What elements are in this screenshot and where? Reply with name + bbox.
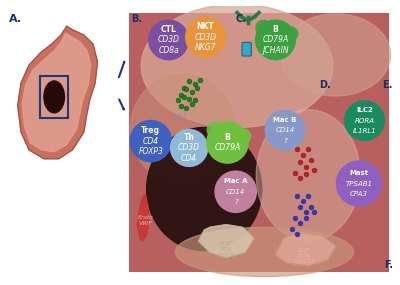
Circle shape (260, 41, 272, 52)
Circle shape (273, 21, 288, 36)
Circle shape (236, 129, 252, 144)
Polygon shape (199, 225, 254, 257)
Circle shape (214, 170, 257, 213)
Text: CTL: CTL (161, 25, 176, 34)
Circle shape (225, 123, 240, 138)
Text: Mac A: Mac A (224, 178, 248, 184)
Text: CPA3: CPA3 (350, 191, 368, 197)
Ellipse shape (130, 74, 234, 184)
Circle shape (264, 110, 306, 151)
Text: B: B (272, 25, 278, 34)
Ellipse shape (141, 4, 333, 127)
Text: Mac B: Mac B (273, 117, 297, 123)
Text: CD14: CD14 (276, 127, 295, 133)
Circle shape (208, 129, 224, 145)
Text: CD4: CD4 (181, 154, 197, 163)
Text: E.: E. (382, 80, 393, 89)
Text: ILC2: ILC2 (356, 107, 373, 113)
Text: CD3D: CD3D (178, 143, 200, 152)
Circle shape (228, 147, 240, 159)
Text: RORA: RORA (354, 118, 374, 124)
Circle shape (336, 160, 382, 207)
Circle shape (206, 121, 224, 138)
Circle shape (256, 27, 272, 42)
Polygon shape (18, 26, 98, 159)
Text: D.: D. (319, 80, 331, 89)
Text: iCAF
DCN
CXCL12: iCAF DCN CXCL12 (294, 248, 315, 264)
Circle shape (255, 19, 296, 60)
Text: CD8a: CD8a (158, 46, 179, 55)
Text: FOXP3: FOXP3 (138, 147, 163, 156)
Text: CD3D: CD3D (158, 35, 180, 44)
Ellipse shape (256, 110, 360, 241)
Text: Endo
VWF: Endo VWF (137, 215, 153, 226)
Circle shape (206, 121, 249, 164)
Text: CD3D: CD3D (194, 33, 216, 42)
Polygon shape (276, 233, 336, 266)
Text: Mast: Mast (349, 170, 369, 176)
Circle shape (215, 143, 234, 162)
Text: NKT: NKT (197, 22, 214, 31)
Text: Th: Th (184, 133, 194, 142)
Text: CD79A: CD79A (214, 143, 241, 152)
Circle shape (264, 41, 282, 59)
Circle shape (344, 100, 385, 141)
FancyBboxPatch shape (242, 42, 251, 56)
Text: JCHAIN: JCHAIN (262, 46, 289, 55)
Circle shape (44, 81, 64, 113)
Text: TPSAB1: TPSAB1 (346, 180, 372, 187)
Circle shape (229, 126, 243, 140)
Text: IL1RL1: IL1RL1 (353, 128, 376, 134)
Circle shape (185, 17, 226, 58)
Bar (40, 76, 68, 118)
Circle shape (170, 129, 208, 167)
Circle shape (255, 20, 272, 36)
Text: CD14: CD14 (226, 189, 245, 195)
Text: NKG7: NKG7 (195, 43, 216, 52)
Ellipse shape (281, 14, 390, 96)
Ellipse shape (147, 127, 262, 251)
Ellipse shape (176, 227, 354, 276)
Text: ?: ? (234, 199, 238, 205)
Circle shape (277, 24, 290, 37)
Polygon shape (137, 194, 150, 241)
Circle shape (129, 120, 172, 162)
Text: CD4: CD4 (143, 137, 159, 146)
Polygon shape (22, 33, 91, 152)
Text: ?: ? (283, 138, 287, 144)
Text: A.: A. (8, 14, 22, 24)
Circle shape (148, 19, 189, 60)
Text: C.: C. (236, 14, 247, 24)
Circle shape (212, 143, 224, 155)
Text: B.: B. (132, 14, 143, 24)
Text: F.: F. (384, 260, 393, 270)
Text: nCAF
DCN
POSTN: nCAF DCN POSTN (217, 241, 236, 258)
Text: PD1: PD1 (174, 113, 188, 119)
Circle shape (283, 27, 298, 42)
Text: CD79A: CD79A (262, 35, 288, 44)
Circle shape (275, 44, 287, 56)
Text: Treg: Treg (141, 126, 160, 135)
Text: B: B (225, 133, 230, 142)
